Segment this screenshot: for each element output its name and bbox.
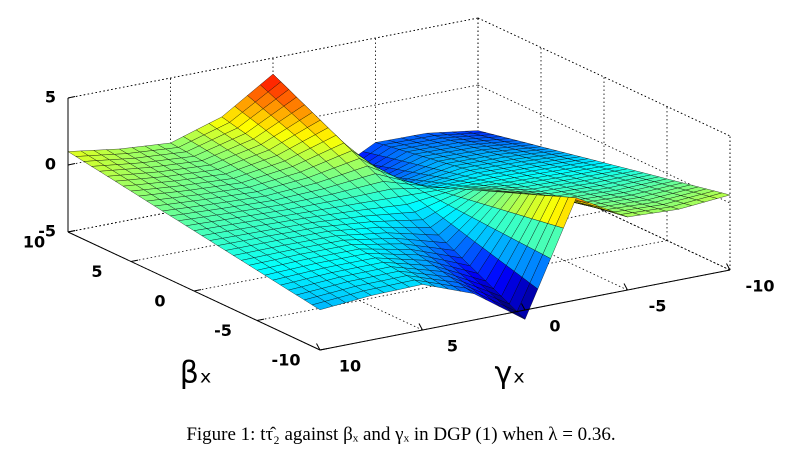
- y-tick-label: 10: [339, 357, 361, 376]
- x-tick-label: 5: [91, 262, 102, 281]
- y-tick: [623, 283, 628, 291]
- y-axis-label: γₓ: [494, 356, 525, 391]
- z-tick-label: -5: [38, 222, 56, 241]
- z-tick: [67, 96, 76, 99]
- x-axis-label: βₓ: [180, 356, 212, 391]
- x-tick: [130, 259, 139, 262]
- y-tick: [726, 263, 731, 271]
- z-tick-label: 0: [45, 155, 56, 174]
- x-tick: [193, 289, 202, 292]
- x-tick-label: 0: [154, 292, 165, 311]
- y-tick: [521, 303, 526, 311]
- x-tick: [319, 348, 328, 351]
- x-tick-label: 10: [23, 233, 45, 252]
- surface-patch: [311, 301, 334, 310]
- x-tick-label: -10: [272, 351, 301, 370]
- grid-line: [67, 17, 479, 99]
- z-tick-label: 5: [45, 88, 56, 107]
- y-tick-label: -5: [649, 297, 667, 316]
- x-tick: [67, 230, 76, 233]
- chart: -5 0 5 -10 -5 0 5 10 -10 -5 0 5 10 βₓ γₓ: [23, 17, 775, 391]
- y-tick: [316, 343, 321, 351]
- x-tick-label: -5: [214, 321, 232, 340]
- figure-caption: Figure 1: tτ̂₂ against βₓ and γₓ in DGP …: [186, 424, 616, 445]
- z-tick: [67, 163, 76, 166]
- x-tick: [256, 318, 265, 321]
- y-tick: [418, 323, 423, 331]
- y-tick-label: -10: [746, 277, 775, 296]
- surface: [67, 73, 731, 320]
- y-tick-label: 5: [447, 337, 458, 356]
- y-tick-label: 0: [549, 317, 560, 336]
